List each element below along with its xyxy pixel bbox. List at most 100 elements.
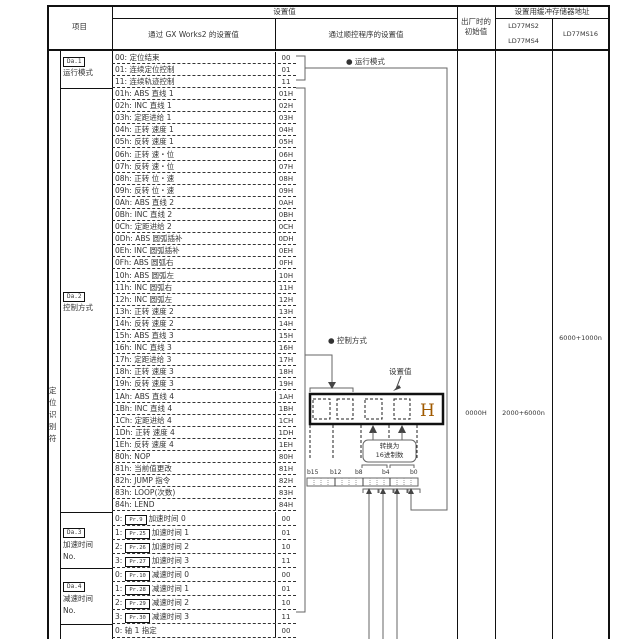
table-right-border — [608, 5, 610, 639]
col-divider — [112, 5, 113, 639]
option-value: 06H — [275, 148, 296, 160]
table-row: 0Ah: ABS 直线 2 0AH — [112, 196, 296, 209]
table-row: 11: 连续轨迹控制 11 — [112, 76, 296, 88]
table-row: 09h: 反转 位・速 09H — [112, 184, 296, 197]
option-text: 加速时间 1 — [151, 528, 190, 537]
table-row: 00: 定位结束 00 — [112, 52, 296, 64]
option-value: 14H — [275, 317, 296, 329]
convert-label-1: 转换为 — [379, 442, 400, 450]
option-label: 1Ah: ABS 直线 4 — [115, 391, 175, 401]
option-label: 80h: NOP — [115, 452, 151, 461]
option-label: 07h: 反转 速・位 — [115, 161, 175, 171]
table-row: 12h: INC 圆弧左 12H — [112, 293, 296, 306]
option-value: 80H — [275, 451, 296, 463]
option-value: 00 — [275, 568, 296, 581]
option-value: 82H — [275, 475, 296, 487]
da3-name-no: No. — [63, 552, 76, 561]
table-row: 1Ch: 定距进给 4 1CH — [112, 414, 296, 427]
option-value: 0BH — [275, 209, 296, 221]
option-label: 2: Pr.26 加速时间 2 — [115, 540, 189, 554]
option-value: 18H — [275, 366, 296, 378]
option-label: 0: Pr.9 加速时间 0 — [115, 512, 186, 526]
option-label: 1: Pr.28 减速时间 1 — [115, 582, 189, 596]
option-label: 09h: 反转 位・速 — [115, 185, 175, 195]
option-label: 13h: 正转 速度 2 — [115, 306, 174, 316]
option-label: 14h: 反转 速度 2 — [115, 318, 174, 328]
option-value: 13H — [275, 305, 296, 317]
option-value: 0CH — [275, 221, 296, 233]
option-value: 01 — [275, 64, 296, 75]
bit-label: b0 — [410, 469, 418, 476]
header-model-ld77ms2: LD77MS2 — [508, 22, 539, 30]
option-label: 1Dh: 正转 速度 4 — [115, 427, 175, 437]
parameter-tag: Pr.28 — [125, 585, 150, 595]
bit-label: b15 — [307, 469, 319, 476]
da4-tag: Da.4 — [63, 582, 86, 592]
option-value: 1EH — [275, 438, 296, 450]
option-text: 加速时间 0 — [148, 514, 186, 523]
table-row: 2: Pr.26 加速时间 2 10 — [112, 540, 296, 554]
parameter-tag: Pr.25 — [125, 529, 150, 539]
table-row: 1Bh: INC 直线 4 1BH — [112, 402, 296, 415]
option-label: 00: 定位结束 — [115, 53, 160, 62]
option-label: 0Ah: ABS 直线 2 — [115, 197, 175, 207]
option-label: 2: Pr.29 减速时间 2 — [115, 596, 189, 610]
option-label: 16h: INC 直线 3 — [115, 343, 172, 353]
option-label: 12h: INC 圆弧左 — [115, 294, 173, 304]
option-label: 05h: 反转 速度 1 — [115, 137, 174, 147]
table-row: 14h: 反转 速度 2 14H — [112, 317, 296, 330]
option-label: 11: 连续轨迹控制 — [115, 77, 175, 86]
col-divider — [552, 18, 553, 639]
header-sequence: 通过顺控程序的设置值 — [328, 30, 404, 39]
option-label: 01h: ABS 直线 1 — [115, 89, 174, 98]
option-text: 减速时间 2 — [151, 598, 190, 607]
table-row: 10h: ABS 圆弧左 10H — [112, 269, 296, 282]
option-value: 08H — [275, 172, 296, 184]
table-row: 06h: 正转 速・位 06H — [112, 148, 296, 161]
da3-tag: Da.3 — [63, 528, 86, 538]
option-value: 09H — [275, 184, 296, 196]
header-divider — [112, 18, 457, 19]
table-row: 13h: 正转 速度 2 13H — [112, 305, 296, 318]
option-prefix: 2: — [115, 542, 123, 551]
header-item: 项目 — [72, 22, 87, 31]
option-value: 01 — [275, 582, 296, 595]
table-row: 11h: INC 圆弧右 11H — [112, 281, 296, 294]
header-model-ld77ms16: LD77MS16 — [563, 30, 598, 38]
option-prefix: 1: — [115, 528, 123, 537]
header-default: 出厂时的 — [461, 17, 491, 26]
default-initial-value: 0000H — [465, 409, 487, 417]
table-row: 15h: ABS 直线 3 15H — [112, 330, 296, 343]
option-value: 1CH — [275, 414, 296, 426]
option-prefix: 0: — [115, 514, 123, 523]
option-value: 1BH — [275, 402, 296, 414]
table-row: 0Fh: ABS 圆弧右 0FH — [112, 257, 296, 270]
option-prefix: 3: — [115, 556, 123, 565]
header-bottom-border — [47, 49, 609, 51]
option-value: 1AH — [275, 390, 296, 402]
table-row: 17h: 定距进给 3 17H — [112, 354, 296, 367]
option-prefix: 3: — [115, 612, 123, 621]
option-value: 1DH — [275, 426, 296, 438]
option-value: 05H — [275, 136, 296, 148]
table-left-border — [47, 5, 49, 639]
run-mode-label: ● 运行模式 — [346, 57, 385, 66]
option-label: 03h: 定距进给 1 — [115, 113, 172, 123]
option-label: 06h: 正转 速・位 — [115, 149, 175, 159]
da2-name: 控制方式 — [63, 303, 93, 312]
option-label: 11h: INC 圆弧右 — [115, 282, 173, 292]
table-row: 83h: LOOP(次数) 83H — [112, 487, 296, 500]
option-value: 0FH — [275, 257, 296, 269]
table-row: 0Dh: ABS 圆弧插补 0DH — [112, 233, 296, 246]
option-value: 02H — [275, 100, 296, 112]
parameter-tag: Pr.27 — [125, 557, 150, 567]
table-row: 84h: LEND 84H — [112, 499, 296, 512]
option-label: 04h: 正转 速度 1 — [115, 125, 174, 135]
table-row: 0Ch: 定距进给 2 0CH — [112, 221, 296, 234]
option-label: 1Bh: INC 直线 4 — [115, 403, 173, 413]
option-label: 0: 轴 1 指定 — [115, 626, 157, 635]
option-label: 0Dh: ABS 圆弧插补 — [115, 234, 183, 244]
option-label: 0Eh: INC 圆弧插补 — [115, 246, 180, 256]
parameter-tag: Pr.26 — [125, 543, 150, 553]
